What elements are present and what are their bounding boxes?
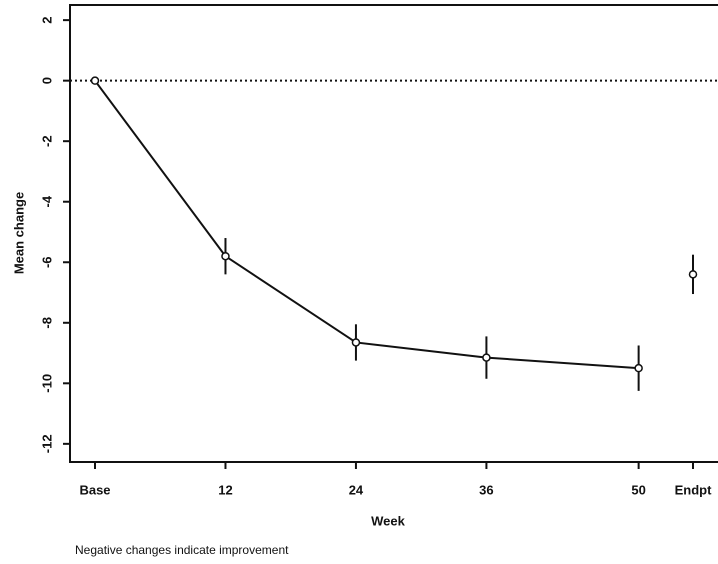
y-tick-label: -2 bbox=[39, 135, 54, 147]
x-tick-label: Endpt bbox=[675, 482, 712, 497]
plot-frame bbox=[69, 4, 718, 463]
footnote: Negative changes indicate improvement bbox=[75, 543, 289, 557]
data-point bbox=[90, 76, 100, 85]
y-tick-label: 0 bbox=[39, 77, 54, 84]
data-point bbox=[634, 363, 643, 373]
y-tick-label: -6 bbox=[39, 256, 54, 268]
x-tick-label: 24 bbox=[349, 482, 364, 497]
x-axis-label: Week bbox=[371, 513, 405, 528]
data-point bbox=[351, 338, 361, 347]
x-tick-label: 50 bbox=[631, 482, 645, 497]
series-line bbox=[94, 80, 639, 370]
data-point bbox=[221, 251, 230, 261]
data-point bbox=[482, 353, 491, 362]
y-tick-label: -4 bbox=[39, 195, 54, 207]
y-tick-label: -10 bbox=[39, 374, 54, 393]
x-tick-label: 36 bbox=[479, 482, 493, 497]
y-axis-label: Mean change bbox=[11, 192, 26, 274]
y-tick-label: -8 bbox=[39, 317, 54, 329]
x-tick-label: 12 bbox=[218, 482, 232, 497]
data-point bbox=[688, 270, 698, 279]
y-tick-label: 2 bbox=[39, 17, 54, 24]
y-tick-label: -12 bbox=[39, 434, 54, 453]
x-tick-label: Base bbox=[79, 482, 110, 497]
